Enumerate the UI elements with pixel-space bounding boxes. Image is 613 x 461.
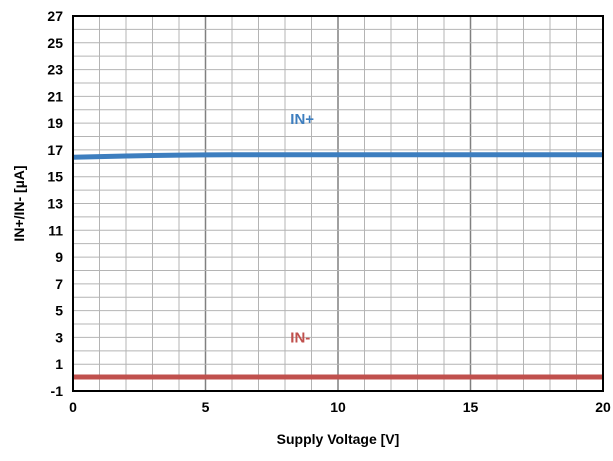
plot-area-frame [72,15,604,392]
series-layer [72,152,603,380]
x-tick-label: 5 [202,399,210,415]
y-tick-label: 5 [55,303,63,319]
y-tick-label: 15 [47,169,63,185]
y-tick-label: 25 [47,35,63,51]
y-tick-label: 27 [47,8,63,24]
y-tick-label: 19 [47,115,63,131]
y-tick-label: 9 [55,249,63,265]
y-tick-label: 21 [47,88,63,104]
series-labels: IN+ IN- [290,111,314,346]
y-axis-title: IN+/IN- [µA] [11,165,27,241]
y-tick-label: -1 [51,383,64,399]
grid [73,16,603,391]
y-tick-label: 23 [47,62,63,78]
series-label: IN- [290,329,310,346]
x-tick-label: 15 [463,399,479,415]
y-tick-label: 3 [55,329,63,345]
y-tick-label: 13 [47,196,63,212]
y-tick-label: 1 [55,356,63,372]
y-tick-label: 17 [47,142,63,158]
x-tick-label: 0 [69,399,77,415]
x-tick-label: 10 [330,399,346,415]
x-axis-title: Supply Voltage [V] [277,431,400,447]
y-tick-label: 11 [48,222,63,238]
series-line-in [72,152,603,160]
x-tick-label: 20 [595,399,611,415]
y-tick-label: 7 [55,276,63,292]
series-label: IN+ [290,111,314,128]
